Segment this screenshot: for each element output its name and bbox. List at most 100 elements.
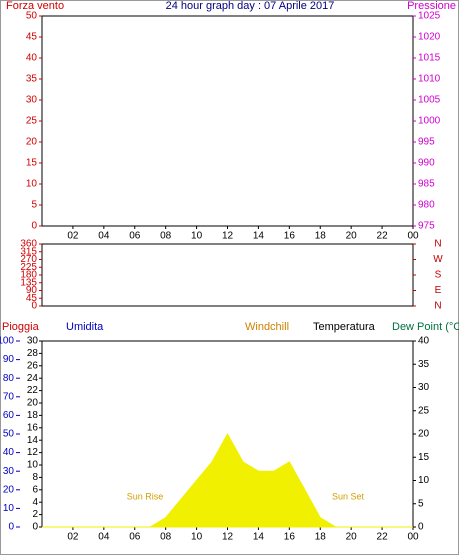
tick-label: 15 bbox=[418, 452, 430, 463]
tick-label: 135 bbox=[20, 277, 37, 288]
tick-label: 995 bbox=[418, 137, 435, 148]
tick-label: 360 bbox=[20, 239, 37, 250]
tick-label: 990 bbox=[418, 158, 435, 169]
tick-label: 80 bbox=[3, 373, 15, 384]
x-tick-label: 12 bbox=[222, 231, 234, 242]
tick-label: 70 bbox=[3, 391, 15, 402]
tick-label: 35 bbox=[26, 74, 38, 85]
x-tick-label: 16 bbox=[284, 231, 296, 242]
x-tick-label: 22 bbox=[377, 231, 389, 242]
tick-label: 12 bbox=[27, 447, 39, 458]
tick-label: 315 bbox=[20, 246, 37, 257]
x-tick-label: 18 bbox=[315, 231, 327, 242]
tick-label: 10 bbox=[27, 460, 39, 471]
x-tick-label: 10 bbox=[191, 231, 203, 242]
tick-label: 22 bbox=[27, 385, 39, 396]
tick-label: 30 bbox=[3, 466, 15, 477]
tick-label: 18 bbox=[27, 410, 39, 421]
tick-label: 270 bbox=[20, 254, 37, 265]
tick-label: 20 bbox=[26, 137, 38, 148]
tick-label: 1020 bbox=[418, 32, 441, 43]
tick-label: 26 bbox=[27, 360, 39, 371]
annotation: Sun Set bbox=[332, 491, 365, 501]
x-tick-label: 20 bbox=[346, 231, 358, 242]
tick-label: 0 bbox=[8, 522, 14, 533]
tick-label: 2 bbox=[32, 509, 38, 520]
tick-label: 25 bbox=[418, 405, 430, 416]
tick-label: 0 bbox=[31, 221, 37, 232]
tick-label: 20 bbox=[418, 429, 430, 440]
tick-label: 985 bbox=[418, 179, 435, 190]
x-tick-label: 16 bbox=[284, 532, 296, 543]
tick-label: 5 bbox=[31, 200, 37, 211]
tick-label: 1015 bbox=[418, 53, 441, 64]
tick-label: 6 bbox=[32, 484, 38, 495]
x-tick-label: 02 bbox=[67, 532, 79, 543]
tick-label: N bbox=[434, 301, 441, 312]
tick-label: 0 bbox=[31, 301, 37, 312]
tick-label: 0 bbox=[32, 522, 38, 533]
legend-entry: Temperatura bbox=[313, 321, 376, 333]
tick-label: 1005 bbox=[418, 95, 441, 106]
tick-label: 20 bbox=[3, 484, 15, 495]
legend-entry: Dew Point (°C bbox=[392, 321, 459, 333]
tick-label: 10 bbox=[26, 179, 38, 190]
wind-label: Forza vento bbox=[6, 0, 64, 12]
x-tick-label: 08 bbox=[160, 532, 172, 543]
tick-label: 45 bbox=[26, 293, 38, 304]
area bbox=[42, 432, 413, 528]
tick-label: 10 bbox=[418, 475, 430, 486]
x-tick-label: 12 bbox=[222, 532, 234, 543]
tick-label: 90 bbox=[3, 354, 15, 365]
tick-label: 0 bbox=[418, 522, 424, 533]
tick-label: 975 bbox=[418, 221, 435, 232]
tick-label: 4 bbox=[32, 497, 38, 508]
tick-label: 90 bbox=[26, 285, 38, 296]
tick-label: 50 bbox=[3, 429, 15, 440]
x-tick-label: 00 bbox=[407, 231, 419, 242]
tick-label: 1025 bbox=[418, 11, 441, 22]
x-tick-label: 10 bbox=[191, 532, 203, 543]
tick-label: 20 bbox=[27, 398, 39, 409]
tick-label: W bbox=[433, 254, 443, 265]
legend-entry: Windchill bbox=[245, 321, 289, 333]
tick-label: 40 bbox=[26, 53, 38, 64]
legend-entry: Umidita bbox=[66, 321, 104, 333]
x-tick-label: 18 bbox=[315, 532, 327, 543]
x-tick-label: 04 bbox=[98, 231, 110, 242]
rain-label: Pioggia bbox=[2, 321, 40, 333]
tick-label: 60 bbox=[3, 410, 15, 421]
x-tick-label: 02 bbox=[67, 231, 79, 242]
tick-label: 980 bbox=[418, 200, 435, 211]
tick-label: 180 bbox=[20, 270, 37, 281]
tick-label: 45 bbox=[26, 32, 38, 43]
x-tick-label: 22 bbox=[377, 532, 389, 543]
tick-label: 30 bbox=[26, 95, 38, 106]
tick-label: 40 bbox=[418, 336, 430, 347]
tick-label: 10 bbox=[3, 503, 15, 514]
x-tick-label: 04 bbox=[98, 532, 110, 543]
tick-label: 14 bbox=[27, 435, 39, 446]
x-tick-label: 14 bbox=[253, 532, 265, 543]
tick-label: 40 bbox=[3, 447, 15, 458]
tick-label: 24 bbox=[27, 373, 39, 384]
x-tick-label: 20 bbox=[346, 532, 358, 543]
x-tick-label: 00 bbox=[407, 532, 419, 543]
x-tick-label: 06 bbox=[129, 532, 141, 543]
tick-label: 25 bbox=[26, 116, 38, 127]
tick-label: 1000 bbox=[418, 116, 441, 127]
tick-label: N bbox=[434, 239, 441, 250]
tick-label: 35 bbox=[418, 359, 430, 370]
tick-label: 50 bbox=[26, 11, 38, 22]
tick-label: 1010 bbox=[418, 74, 441, 85]
pressure-label: Pressione bbox=[407, 0, 456, 12]
tick-label: 28 bbox=[27, 348, 39, 359]
annotation: Sun Rise bbox=[127, 491, 164, 501]
tick-label: 16 bbox=[27, 422, 39, 433]
tick-label: 225 bbox=[20, 262, 37, 273]
x-tick-label: 06 bbox=[129, 231, 141, 242]
tick-label: 30 bbox=[418, 382, 430, 393]
tick-label: 8 bbox=[32, 472, 38, 483]
chart-title: 24 hour graph day : 07 Aprile 2017 bbox=[166, 0, 335, 12]
